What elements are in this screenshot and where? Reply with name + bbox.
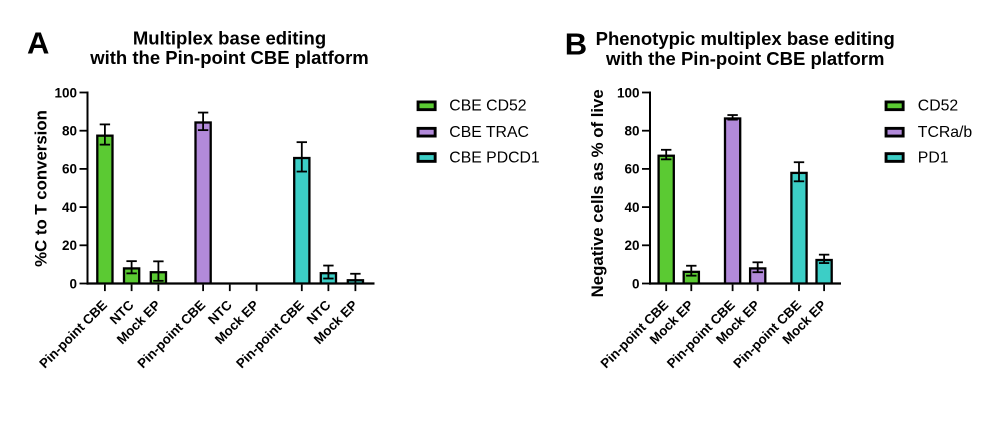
svg-text:80: 80 [62,124,77,139]
svg-text:PD1: PD1 [918,149,949,166]
svg-text:60: 60 [62,162,77,177]
svg-text:A: A [27,26,49,61]
svg-text:CD52: CD52 [918,98,958,115]
svg-text:20: 20 [624,238,639,253]
svg-text:with the Pin-point CBE platfor: with the Pin-point CBE platform [89,47,369,68]
svg-text:0: 0 [632,276,640,291]
svg-text:40: 40 [62,200,77,215]
svg-text:40: 40 [624,200,639,215]
svg-text:100: 100 [54,85,77,100]
svg-text:Phenotypic multiplex base edit: Phenotypic multiplex base editing [596,28,895,49]
svg-text:100: 100 [617,85,640,100]
svg-text:Negative cells as % of live: Negative cells as % of live [588,89,607,297]
svg-text:60: 60 [624,162,639,177]
svg-text:0: 0 [69,276,77,291]
svg-text:with the Pin-point CBE platfor: with the Pin-point CBE platform [605,48,885,69]
svg-text:%C to T conversion: %C to T conversion [32,110,51,267]
svg-text:CBE TRAC: CBE TRAC [449,124,529,141]
svg-text:B: B [565,26,587,61]
svg-text:80: 80 [624,124,639,139]
svg-text:CBE PDCD1: CBE PDCD1 [449,149,540,166]
svg-text:20: 20 [62,238,77,253]
svg-text:Multiplex base editing: Multiplex base editing [133,27,326,48]
svg-text:CBE CD52: CBE CD52 [449,98,526,115]
svg-text:TCRa/b: TCRa/b [918,124,973,141]
